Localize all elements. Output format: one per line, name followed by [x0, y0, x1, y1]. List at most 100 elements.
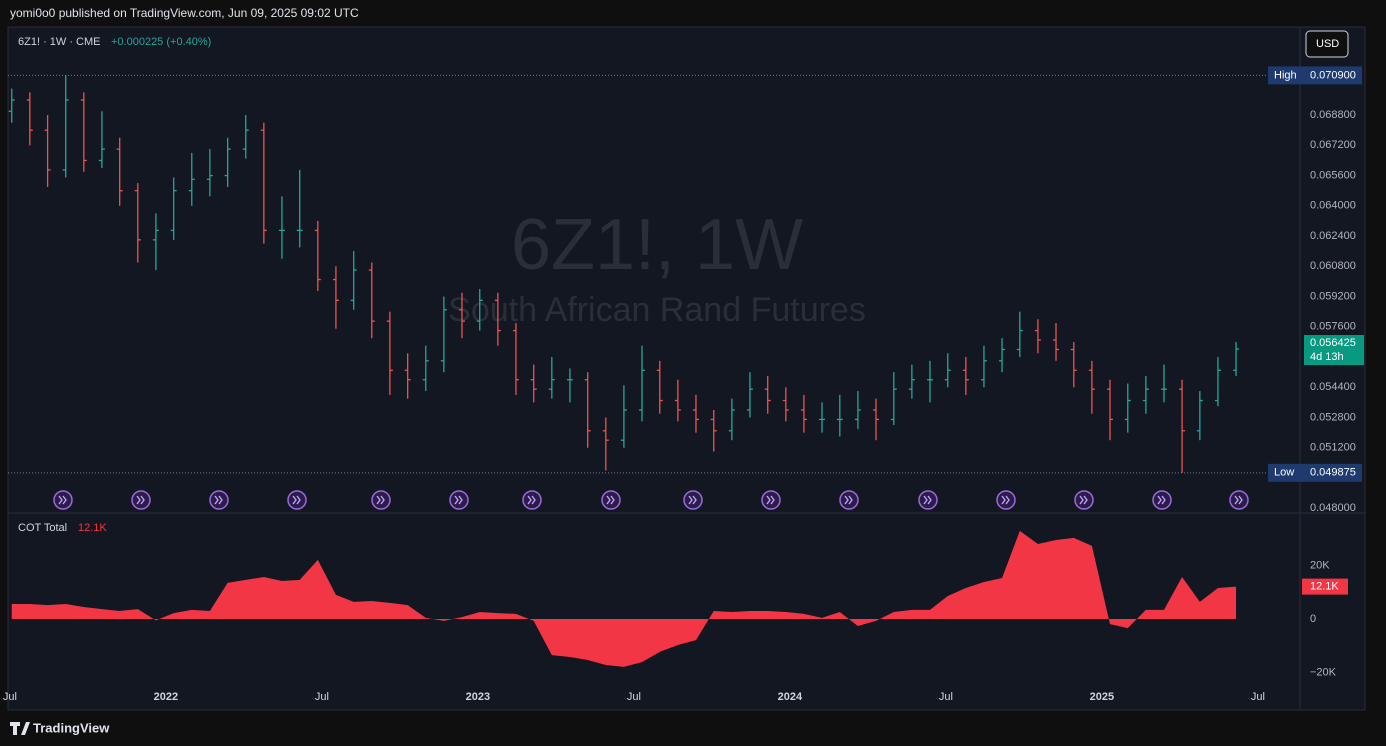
ohlc-bar	[26, 92, 33, 146]
event-marker[interactable]	[287, 490, 307, 510]
high-tag	[1268, 66, 1306, 85]
x-tick-label: Jul	[3, 691, 17, 703]
ohlc-bar	[8, 88, 15, 123]
event-icon	[606, 495, 615, 505]
ohlc-bar	[260, 122, 267, 244]
ohlc-bar	[890, 372, 897, 426]
event-icon	[454, 495, 463, 505]
ohlc-bar	[152, 213, 159, 271]
ohlc-bar	[746, 372, 753, 418]
event-marker[interactable]	[1229, 490, 1249, 510]
ohlc-bar	[278, 196, 285, 259]
ohlc-bar	[980, 345, 987, 388]
ohlc-bar	[584, 372, 591, 448]
event-icon	[844, 495, 853, 505]
ohlc-bar	[1214, 357, 1221, 407]
low-name: Low	[1274, 467, 1294, 479]
event-marker[interactable]	[839, 490, 859, 510]
event-marker[interactable]	[601, 490, 621, 510]
area	[11, 530, 1237, 667]
event-marker[interactable]	[761, 490, 781, 510]
ohlc-bar	[206, 149, 213, 197]
currency-label[interactable]: USD	[1316, 38, 1339, 50]
y-tick-label: 0.048000	[1310, 502, 1356, 514]
ohlc-bar	[674, 379, 681, 422]
y-tick-label: 0	[1310, 613, 1316, 625]
ohlc-bar	[728, 398, 735, 441]
ohlc-bar	[692, 394, 699, 433]
event-marker[interactable]	[522, 490, 542, 510]
x-tick-label: Jul	[315, 691, 329, 703]
ohlc-bar	[1016, 311, 1023, 358]
currency-button[interactable]	[1305, 30, 1349, 58]
ohlc-bar	[1070, 341, 1077, 388]
ohlc-bar	[819, 402, 826, 433]
ohlc-bar	[1106, 379, 1113, 441]
last-price-box	[1304, 335, 1364, 366]
event-icon	[923, 495, 932, 505]
indicator-name: COT Total	[18, 522, 67, 534]
ohlc-bar	[98, 111, 105, 169]
y-tick-label: 0.064000	[1310, 200, 1356, 212]
ohlc-bar	[62, 75, 69, 178]
watermark: 6Z1!, 1W	[511, 205, 803, 285]
event-marker[interactable]	[449, 490, 469, 510]
price-change: +0.000225 (+0.40%)	[111, 36, 211, 48]
event-marker[interactable]	[131, 490, 151, 510]
logo-mark	[10, 722, 30, 735]
ohlc-bar	[224, 137, 231, 187]
high-value: 0.070900	[1310, 69, 1356, 81]
low-value: 0.049875	[1310, 467, 1356, 479]
watermark-description: South African Rand Futures	[448, 291, 866, 329]
event-marker[interactable]	[209, 490, 229, 510]
ohlc-bar	[332, 266, 339, 329]
ohlc-bar	[1196, 391, 1203, 441]
ohlc-bar	[926, 360, 933, 403]
y-tick-label: 0.054400	[1310, 381, 1356, 393]
ohlc-bar	[134, 183, 141, 263]
ohlc-bar	[854, 391, 861, 429]
y-tick-label: 0.051200	[1310, 442, 1356, 454]
event-icon	[527, 495, 536, 505]
indicator-value: 12.1K	[78, 522, 107, 534]
brand-logo: TradingView	[10, 720, 110, 735]
ohlc-bar	[1179, 379, 1186, 473]
event-marker[interactable]	[1074, 490, 1094, 510]
event-marker[interactable]	[683, 490, 703, 510]
ohlc-bar	[188, 152, 195, 206]
event-icon	[1079, 495, 1088, 505]
ohlc-bar	[764, 375, 771, 414]
last-value-box	[1302, 578, 1348, 595]
ohlc-bar	[422, 345, 429, 392]
ohlc-bar	[710, 409, 717, 452]
symbol-info[interactable]: 6Z1! · 1W · CME	[18, 36, 101, 48]
x-tick-label: Jul	[939, 691, 953, 703]
ohlc-bar	[800, 394, 807, 433]
y-tick-label: −20K	[1310, 666, 1337, 678]
event-icon	[58, 495, 67, 505]
event-icon	[766, 495, 775, 505]
event-marker[interactable]	[53, 490, 73, 510]
event-icon	[136, 495, 145, 505]
ohlc-bar	[404, 353, 411, 399]
last-value: 12.1K	[1310, 581, 1339, 593]
event-marker[interactable]	[996, 490, 1016, 510]
x-tick-label: Jul	[1251, 691, 1265, 703]
y-tick-label: 0.059200	[1310, 290, 1356, 302]
ohlc-bar	[602, 417, 609, 471]
event-marker[interactable]	[371, 490, 391, 510]
y-tick-label: 0.057600	[1310, 321, 1356, 333]
y-tick-label: 0.067200	[1310, 139, 1356, 151]
event-marker[interactable]	[918, 490, 938, 510]
event-icon	[376, 495, 385, 505]
ohlc-bar	[242, 115, 249, 159]
event-icon	[292, 495, 301, 505]
ohlc-bar	[1233, 341, 1240, 376]
event-marker[interactable]	[1152, 490, 1172, 510]
ohlc-bar	[1124, 383, 1131, 433]
x-tick-label: 2024	[778, 691, 803, 703]
low-tag	[1268, 463, 1306, 482]
ohlc-bar	[620, 385, 627, 448]
ohlc-bar	[350, 251, 357, 310]
